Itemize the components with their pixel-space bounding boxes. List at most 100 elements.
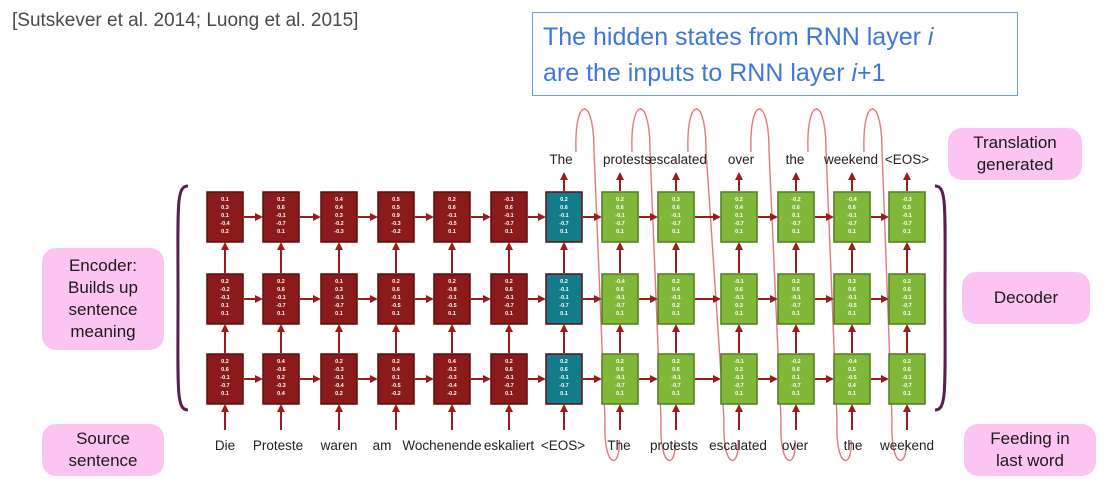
cell-value: -0.1 (734, 279, 743, 285)
cell-value: -0.1 (334, 295, 343, 301)
cell-value: -0.1 (559, 287, 568, 293)
cell-value: -0.1 (220, 295, 229, 301)
cell-value: 0.1 (735, 229, 743, 235)
translation-label-line-1: Translation (973, 133, 1057, 152)
cell-value: 0.1 (616, 391, 624, 397)
cell-value: 0.6 (560, 205, 568, 211)
cell-value: -0.3 (334, 367, 343, 373)
cell-box (206, 353, 244, 405)
cell-value: -0.8 (447, 287, 456, 293)
cell-box (320, 191, 358, 243)
cell-value: -0.6 (276, 367, 285, 373)
feedback-loops (575, 108, 907, 462)
cell-value: 0.1 (672, 229, 680, 235)
feeding-last-word-label: Feeding in last word (964, 424, 1096, 476)
cell-value: -0.1 (615, 295, 624, 301)
enc-cell-c3-layer3: 0.4 0.4 0.3 -0.2 -0.3 (320, 191, 358, 243)
cell-box (545, 273, 583, 325)
cell-value: -0.1 (847, 295, 856, 301)
dec-cell-c13-layer1: 0.2 0.6 -0.1 -0.7 0.1 (888, 353, 926, 405)
cell-value: 0.1 (505, 311, 513, 317)
feedback-loop-c8 (631, 108, 676, 462)
cell-value: -0.1 (671, 213, 680, 219)
callout-line-1-variable: i (927, 23, 934, 51)
dec-cell-c8-layer1: 0.2 0.6 -0.1 -0.7 0.1 (601, 353, 639, 405)
enc-cell-c2-layer3: 0.2 0.6 -0.1 -0.7 0.1 (262, 191, 300, 243)
dec-cell-c12-layer1: -0.4 0.5 -0.5 0.4 0.1 (833, 353, 871, 405)
cell-box (601, 191, 639, 243)
cell-value: 0.1 (848, 311, 856, 317)
cell-value: 0.3 (221, 205, 229, 211)
source-label-line-1: Source (76, 429, 130, 448)
encoder-label-line-2: Builds up (68, 278, 138, 297)
cell-value: -0.1 (391, 295, 400, 301)
cell-value: -0.7 (559, 383, 568, 389)
cell-value: -0.2 (220, 287, 229, 293)
cell-box (490, 353, 528, 405)
cell-value: -0.7 (220, 383, 229, 389)
cell-value: 0.2 (672, 279, 680, 285)
cell-box (657, 273, 695, 325)
cell-value: 0.2 (221, 279, 229, 285)
cell-value: 0.5 (848, 367, 856, 373)
cell-value: 0.6 (277, 287, 285, 293)
encoder-label-line-4: meaning (70, 322, 136, 341)
cell-value: -0.2 (791, 359, 800, 365)
feeding-label-line-1: Feeding in (990, 429, 1070, 448)
cell-value: 0.1 (221, 391, 229, 397)
cell-value: -0.5 (847, 303, 856, 309)
cell-value: 0.2 (335, 391, 343, 397)
encoder-label-line-1: Encoder: (68, 256, 138, 275)
cell-value: -0.4 (615, 279, 625, 285)
cell-value: 0.1 (335, 279, 343, 285)
cell-value: -0.5 (447, 221, 456, 227)
cell-value: 0.5 (392, 205, 400, 211)
cell-value: 0.1 (903, 311, 911, 317)
cell-value: -0.4 (334, 383, 344, 389)
cell-value: 0.1 (848, 391, 856, 397)
dec-cell-c12-layer2: 0.3 0.6 -0.1 -0.5 0.1 (833, 273, 871, 325)
cell-value: -0.1 (447, 213, 456, 219)
cell-value: 0.1 (792, 213, 800, 219)
output-word-3: escalated (649, 152, 707, 167)
enc-cell-c6-layer2: 0.2 0.6 -0.1 -0.7 0.1 (490, 273, 528, 325)
cell-value: 0.6 (792, 367, 800, 373)
cell-value: 0.4 (735, 205, 744, 211)
cell-value: -0.7 (791, 221, 800, 227)
cell-value: 0.6 (221, 367, 229, 373)
enc-cell-c2-layer2: 0.2 0.6 -0.1 -0.7 0.1 (262, 273, 300, 325)
feedback-loop-c11 (807, 108, 852, 462)
dec-cell-c9-layer1: 0.2 0.6 -0.1 -0.7 0.1 (657, 353, 695, 405)
cell-value: 0.1 (560, 311, 568, 317)
cell-box (545, 191, 583, 243)
output-word-1: The (549, 152, 572, 167)
cell-box (888, 353, 926, 405)
cell-value: 0.4 (335, 197, 344, 203)
cell-value: 0.6 (903, 287, 911, 293)
cell-value: -0.7 (334, 303, 343, 309)
enc-cell-c5-layer2: 0.2 -0.8 -0.1 -0.5 0.1 (433, 273, 471, 325)
cell-box (833, 353, 871, 405)
translation-label-line-2: generated (976, 155, 1054, 174)
cell-box (657, 191, 695, 243)
cell-value: 0.1 (848, 229, 856, 235)
cell-value: 0.6 (672, 367, 680, 373)
cell-value: -0.1 (615, 375, 624, 381)
cell-value: -0.7 (902, 221, 911, 227)
cell-value: -0.4 (847, 197, 857, 203)
cell-value: 0.6 (505, 287, 513, 293)
cell-box (833, 191, 871, 243)
cell-value: -0.1 (847, 213, 856, 219)
cell-value: 0.9 (392, 213, 400, 219)
feed-word-5: the (844, 438, 863, 453)
cell-value: 0.1 (735, 213, 743, 219)
cell-value: 0.6 (616, 287, 624, 293)
cell-value: 0.2 (560, 359, 568, 365)
cell-value: 0.2 (221, 229, 229, 235)
callout-line-1: The hidden states from RNN layer i (543, 19, 1007, 55)
cell-value: 0.4 (277, 359, 286, 365)
cell-value: 0.1 (221, 197, 229, 203)
cell-box (888, 273, 926, 325)
cell-value: 0.2 (221, 359, 229, 365)
cell-value: 0.1 (221, 303, 229, 309)
